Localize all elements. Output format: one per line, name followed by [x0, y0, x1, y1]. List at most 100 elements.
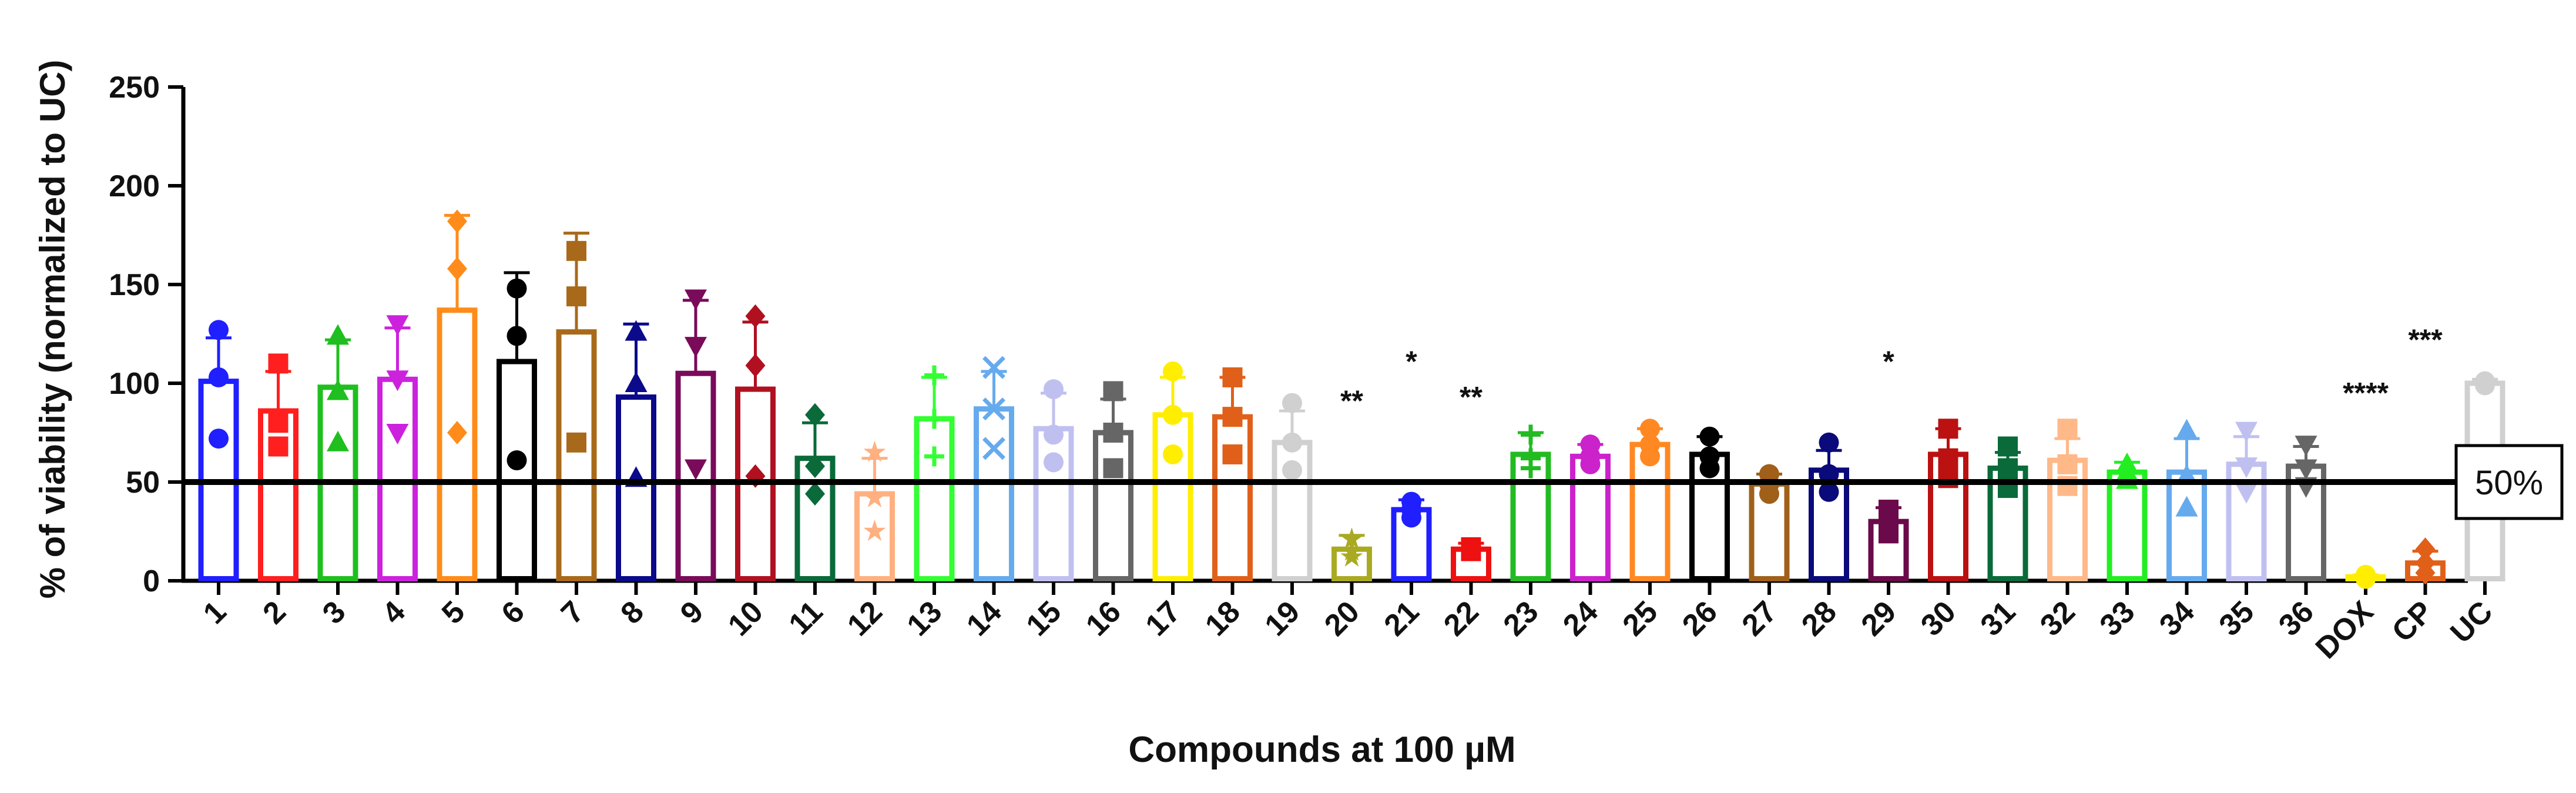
data-point — [982, 397, 1005, 421]
data-point — [1222, 444, 1243, 464]
threshold-line-group: 50% — [183, 444, 2564, 520]
x-tick-label: 31 — [1974, 594, 2022, 643]
x-tick-label: 30 — [1914, 594, 1963, 643]
x-tick-label: 7 — [555, 594, 591, 630]
data-point — [1163, 361, 1183, 382]
y-tick-label: 100 — [109, 367, 160, 401]
bar — [258, 408, 298, 581]
x-tick-label: 28 — [1795, 594, 1843, 643]
x-tick-label: 32 — [2034, 594, 2082, 643]
x-tick-label: 8 — [615, 594, 650, 630]
x-tick-label: 10 — [722, 594, 770, 643]
x-tick-label: 36 — [2272, 594, 2320, 643]
data-point — [327, 379, 349, 400]
x-tick-label: 29 — [1855, 594, 1903, 643]
data-point — [1521, 458, 1541, 479]
data-point — [745, 304, 766, 328]
data-point — [2415, 561, 2436, 585]
bar — [1093, 430, 1133, 581]
data-point — [1401, 507, 1421, 528]
data-point — [863, 486, 886, 508]
data-point — [1103, 423, 1123, 443]
data-point — [447, 257, 467, 281]
significance-label: ** — [1460, 380, 1482, 413]
y-tick-label: 50 — [126, 466, 160, 500]
data-point — [982, 437, 1005, 460]
data-point — [1699, 426, 1720, 447]
data-point — [209, 320, 229, 340]
x-tick-label: 5 — [435, 594, 471, 630]
data-point — [1580, 454, 1601, 474]
x-tick-label: 27 — [1736, 594, 1784, 643]
data-point — [982, 356, 1005, 379]
x-tick-label: 15 — [1020, 594, 1068, 643]
x-tick-label: CP — [2386, 594, 2440, 648]
data-point — [625, 372, 648, 392]
x-tick-label: 2 — [257, 594, 293, 630]
bar — [437, 307, 478, 581]
bar — [2166, 469, 2207, 582]
data-point — [507, 450, 527, 471]
significance-label: ** — [1340, 384, 1363, 417]
data-point — [1998, 436, 2018, 457]
data-point — [1340, 545, 1363, 567]
data-point — [1461, 541, 1481, 561]
x-tick-label: 9 — [674, 594, 710, 630]
data-point — [2235, 457, 2258, 479]
data-point — [805, 403, 825, 427]
x-tick-label: 20 — [1318, 594, 1366, 643]
data-point — [1044, 379, 1064, 400]
threshold-label-box — [2454, 444, 2564, 520]
data-point — [566, 240, 586, 261]
bar — [377, 376, 418, 582]
data-point — [924, 365, 944, 386]
bar — [914, 416, 955, 581]
x-ticks: 1 2 3 4 5 6 7 8 9 10 11 12 13 14 15 16 17 18 19 20 21 22 23 24 2… — [197, 581, 2499, 665]
x-tick-label: 14 — [960, 594, 1008, 643]
data-point — [1282, 460, 1302, 480]
data-point — [1879, 523, 1899, 544]
bar — [854, 491, 895, 581]
data-point — [1044, 452, 1064, 473]
bar — [1033, 426, 1074, 582]
data-point — [2175, 496, 2198, 517]
bar — [1570, 453, 1611, 581]
x-tick-label: 16 — [1079, 594, 1128, 643]
significance-label: * — [1406, 345, 1417, 378]
x-tick-label: 26 — [1676, 594, 1724, 643]
data-point — [1103, 458, 1123, 479]
data-point — [1938, 448, 1958, 469]
significance-label: * — [1883, 345, 1894, 378]
x-tick-label: 23 — [1497, 594, 1545, 643]
threshold-label: 50% — [2475, 464, 2543, 502]
data-point — [805, 482, 825, 506]
data-point — [625, 320, 648, 341]
x-tick-label: 1 — [197, 594, 233, 630]
data-point — [685, 337, 707, 358]
data-points — [209, 209, 2495, 589]
y-axis: 0 50 100 150 200 250 — [109, 71, 186, 598]
data-point — [386, 315, 409, 336]
bar — [974, 406, 1014, 581]
data-point — [1282, 432, 1302, 453]
data-point — [863, 440, 886, 462]
data-point — [1163, 444, 1183, 464]
data-point — [1819, 481, 1839, 502]
x-tick-label: 35 — [2213, 594, 2261, 643]
x-axis: 1 2 3 4 5 6 7 8 9 10 11 12 13 14 15 16 17 18 19 20 21 22 23 24 2… — [182, 578, 2499, 665]
x-tick-label: 12 — [841, 594, 889, 643]
x-tick-label: 21 — [1378, 594, 1426, 643]
x-tick-label: 6 — [495, 594, 531, 630]
x-tick-label: 22 — [1437, 594, 1485, 643]
data-point — [1044, 424, 1064, 445]
data-point — [386, 424, 409, 444]
bar — [556, 329, 597, 581]
data-point — [2175, 419, 2198, 440]
data-point — [566, 432, 586, 453]
data-point — [1282, 393, 1302, 413]
significance-label: **** — [2343, 377, 2389, 410]
data-point — [447, 421, 467, 444]
data-point — [685, 459, 707, 480]
x-tick-label: 13 — [901, 594, 949, 643]
data-point — [507, 326, 527, 346]
